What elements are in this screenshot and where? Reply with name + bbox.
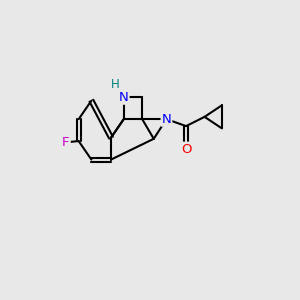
Text: N: N [162,113,171,126]
Text: N: N [119,91,129,104]
Text: O: O [181,143,191,156]
Text: H: H [111,78,120,91]
Text: F: F [62,136,70,149]
